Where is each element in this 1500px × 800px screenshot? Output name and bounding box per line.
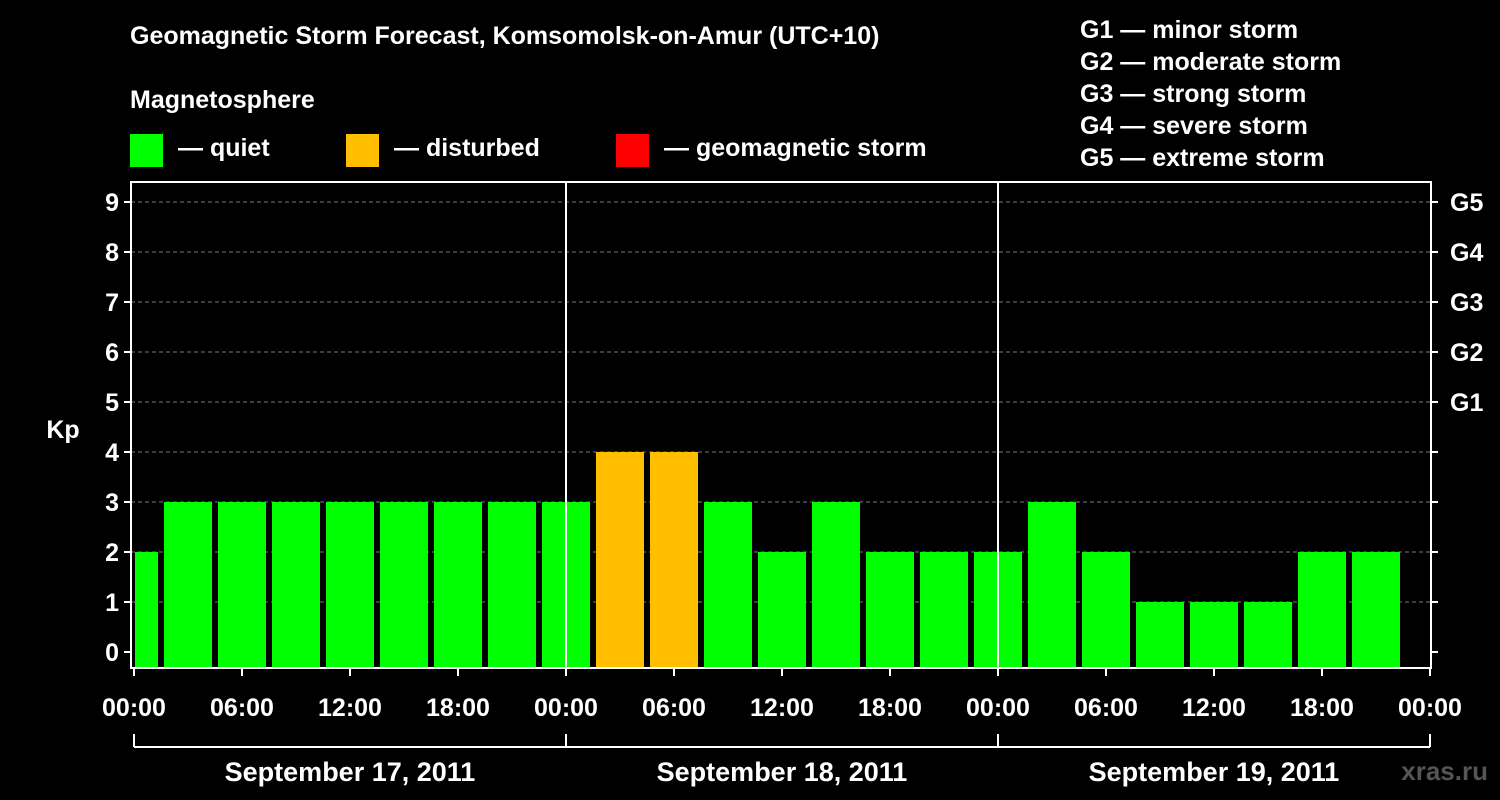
legend-label-quiet: — quiet — [178, 134, 270, 162]
y-tick-label: 7 — [105, 289, 119, 317]
y-axis-label: Kp — [46, 416, 79, 444]
storm-level-g5: G5 — extreme storm — [1080, 144, 1325, 172]
x-tick-label: 06:00 — [1074, 694, 1138, 722]
day-label: September 17, 2011 — [225, 757, 476, 787]
x-tick-label: 06:00 — [210, 694, 274, 722]
bar — [1352, 552, 1400, 668]
y-tick-label: 4 — [105, 439, 119, 467]
storm-level-g3: G3 — strong storm — [1080, 80, 1307, 108]
legend-swatch-quiet — [130, 134, 163, 167]
y-tick-label: 9 — [105, 189, 119, 217]
bar — [135, 552, 158, 668]
y-tick-label: 5 — [105, 389, 119, 417]
x-tick-label: 00:00 — [534, 694, 598, 722]
bar — [380, 502, 428, 668]
bar — [164, 502, 212, 668]
storm-level-g4: G4 — severe storm — [1080, 112, 1308, 140]
bar — [812, 502, 860, 668]
storm-level-tick-label: G5 — [1450, 189, 1483, 217]
legend-swatch-disturbed — [346, 134, 379, 167]
storm-level-tick-label: G1 — [1450, 389, 1483, 417]
x-tick-label: 00:00 — [966, 694, 1030, 722]
bar — [1244, 602, 1292, 668]
x-tick-label: 12:00 — [318, 694, 382, 722]
y-tick-label: 0 — [105, 639, 119, 667]
x-tick-label: 12:00 — [750, 694, 814, 722]
bar — [434, 502, 482, 668]
y-tick-label: 6 — [105, 339, 119, 367]
legend-label-storm: — geomagnetic storm — [664, 134, 927, 162]
storm-level-g2: G2 — moderate storm — [1080, 48, 1342, 76]
day-label: September 19, 2011 — [1089, 757, 1340, 787]
bar — [1190, 602, 1238, 668]
x-tick-label: 00:00 — [102, 694, 166, 722]
storm-level-legend: G1 — minor storm G2 — moderate storm G3 … — [1080, 14, 1341, 174]
bar — [596, 452, 644, 668]
y-tick-label: 2 — [105, 539, 119, 567]
x-tick-label: 06:00 — [642, 694, 706, 722]
bar — [1082, 552, 1130, 668]
x-tick-label: 18:00 — [1290, 694, 1354, 722]
storm-level-g1: G1 — minor storm — [1080, 16, 1299, 44]
x-tick-label: 12:00 — [1182, 694, 1246, 722]
bar — [326, 502, 374, 668]
chart-subtitle: Magnetosphere — [130, 86, 315, 114]
x-tick-label: 00:00 — [1398, 694, 1462, 722]
storm-level-tick-label: G3 — [1450, 289, 1483, 317]
legend-label-disturbed: — disturbed — [394, 134, 540, 162]
y-tick-label: 8 — [105, 239, 119, 267]
x-tick-label: 18:00 — [426, 694, 490, 722]
bar — [1136, 602, 1184, 668]
y-tick-label: 1 — [105, 589, 119, 617]
bar — [650, 452, 698, 668]
bar — [218, 502, 266, 668]
watermark: xras.ru — [1401, 756, 1488, 786]
legend-swatch-storm — [616, 134, 649, 167]
x-tick-label: 18:00 — [858, 694, 922, 722]
storm-level-tick-label: G4 — [1450, 239, 1483, 267]
bar — [272, 502, 320, 668]
bar — [758, 552, 806, 668]
bar — [866, 552, 914, 668]
bar — [704, 502, 752, 668]
bar — [920, 552, 968, 668]
bar — [488, 502, 536, 668]
bar — [1298, 552, 1346, 668]
y-tick-label: 3 — [105, 489, 119, 517]
storm-level-tick-label: G2 — [1450, 339, 1483, 367]
chart-title: Geomagnetic Storm Forecast, Komsomolsk-o… — [130, 22, 880, 50]
bar — [1028, 502, 1076, 668]
day-label: September 18, 2011 — [657, 757, 908, 787]
